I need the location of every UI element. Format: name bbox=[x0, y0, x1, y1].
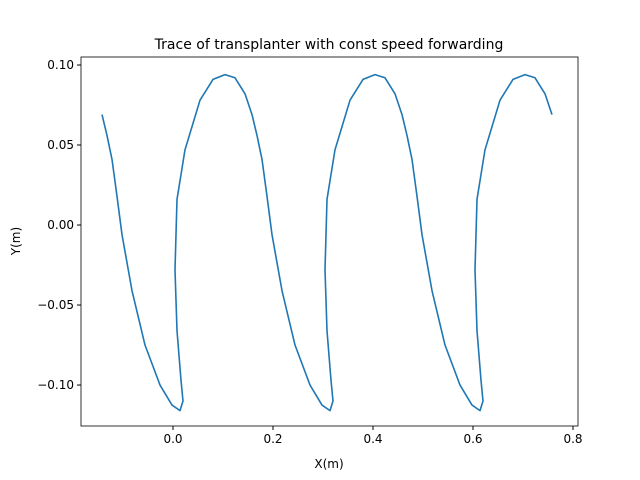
x-axis-label: X(m) bbox=[314, 457, 343, 471]
x-tick-label: 0.4 bbox=[363, 432, 382, 446]
chart-title: Trace of transplanter with const speed f… bbox=[154, 37, 504, 53]
y-tick-label: 0.10 bbox=[47, 58, 74, 72]
x-tick-label: 0.6 bbox=[463, 432, 482, 446]
y-tick-label: 0.05 bbox=[47, 138, 74, 152]
plot-frame bbox=[80, 56, 579, 427]
y-axis-label: Y(m) bbox=[9, 227, 23, 256]
y-tick-label: −0.10 bbox=[37, 378, 74, 392]
x-tick-label: 0.2 bbox=[263, 432, 282, 446]
y-tick-label: 0.00 bbox=[47, 218, 74, 232]
x-tick-label: 0.0 bbox=[163, 432, 182, 446]
x-tick-label: 0.8 bbox=[563, 432, 582, 446]
trace-line bbox=[101, 73, 553, 412]
y-tick-label: −0.05 bbox=[37, 298, 74, 312]
